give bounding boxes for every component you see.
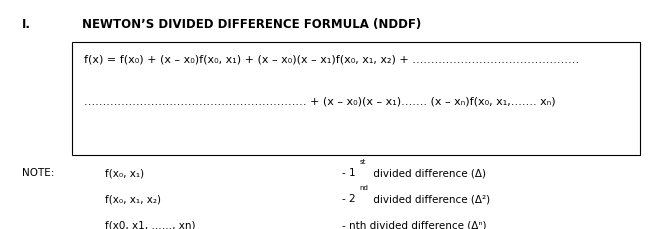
- Text: f(x₀, x₁, x₂): f(x₀, x₁, x₂): [105, 194, 161, 204]
- Text: - 2: - 2: [342, 194, 356, 204]
- Text: …………………………………………………… + (x – x₀)(x – x₁)……. (x – xₙ)f(x₀, x₁,……. xₙ): …………………………………………………… + (x – x₀)(x – x₁)……: [84, 97, 556, 107]
- Text: f(x) = f(x₀) + (x – x₀)f(x₀, x₁) + (x – x₀)(x – x₁)f(x₀, x₁, x₂) + …………………………………: f(x) = f(x₀) + (x – x₀)f(x₀, x₁) + (x – …: [84, 55, 579, 65]
- Text: NOTE:: NOTE:: [22, 168, 54, 178]
- Text: divided difference (Δ²): divided difference (Δ²): [371, 194, 491, 204]
- Text: - 1: - 1: [342, 168, 356, 178]
- Text: - nth divided difference (Δⁿ): - nth divided difference (Δⁿ): [342, 221, 487, 229]
- Text: NEWTON’S DIVIDED DIFFERENCE FORMULA (NDDF): NEWTON’S DIVIDED DIFFERENCE FORMULA (NDD…: [82, 18, 421, 31]
- Text: f(x₀, x₁): f(x₀, x₁): [105, 168, 144, 178]
- Text: nd: nd: [359, 185, 369, 191]
- FancyBboxPatch shape: [72, 42, 640, 155]
- Text: divided difference (Δ): divided difference (Δ): [371, 168, 487, 178]
- Text: I.: I.: [22, 18, 31, 31]
- Text: f(x0, x1, ……, xn): f(x0, x1, ……, xn): [105, 221, 195, 229]
- Text: st: st: [359, 159, 366, 165]
